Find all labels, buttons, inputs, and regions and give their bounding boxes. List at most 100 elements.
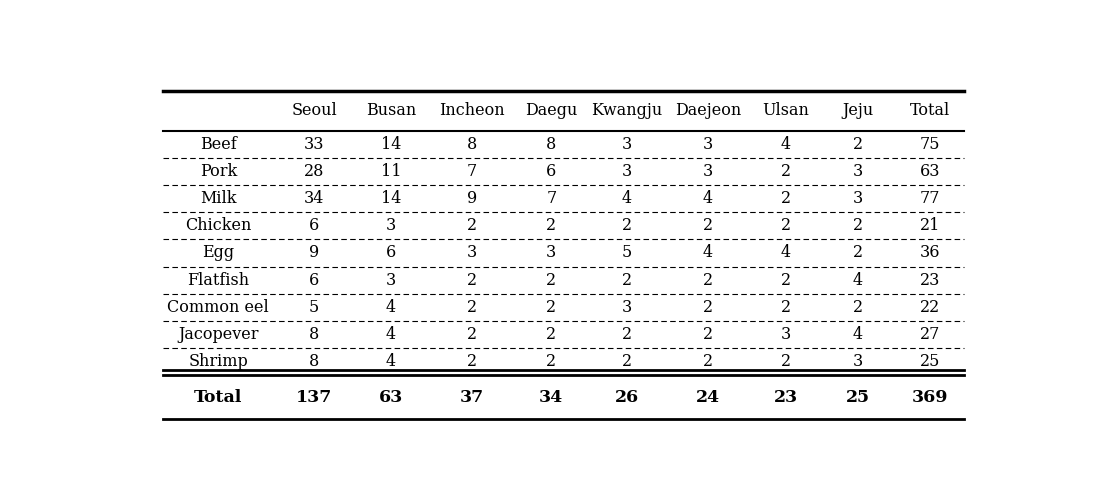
Text: 4: 4: [853, 326, 863, 343]
Text: 2: 2: [546, 218, 556, 235]
Text: Incheon: Incheon: [439, 102, 504, 119]
Text: 7: 7: [546, 190, 556, 207]
Text: 28: 28: [304, 163, 324, 180]
Text: 2: 2: [780, 299, 790, 316]
Text: Seoul: Seoul: [291, 102, 337, 119]
Text: 3: 3: [386, 218, 396, 235]
Text: 34: 34: [304, 190, 324, 207]
Text: 3: 3: [853, 190, 863, 207]
Text: 2: 2: [546, 353, 556, 370]
Text: 3: 3: [622, 299, 632, 316]
Text: 3: 3: [853, 163, 863, 180]
Text: 2: 2: [703, 353, 713, 370]
Text: 2: 2: [703, 299, 713, 316]
Text: 14: 14: [380, 136, 401, 153]
Text: Daejeon: Daejeon: [675, 102, 741, 119]
Text: 8: 8: [309, 326, 319, 343]
Text: 369: 369: [912, 389, 948, 406]
Text: 2: 2: [467, 271, 477, 288]
Text: 137: 137: [296, 389, 332, 406]
Text: 2: 2: [703, 218, 713, 235]
Text: 34: 34: [540, 389, 564, 406]
Text: 2: 2: [853, 136, 863, 153]
Text: 25: 25: [920, 353, 941, 370]
Text: 37: 37: [459, 389, 484, 406]
Text: 2: 2: [467, 218, 477, 235]
Text: 77: 77: [920, 190, 941, 207]
Text: Ulsan: Ulsan: [762, 102, 809, 119]
Text: 33: 33: [303, 136, 324, 153]
Text: 5: 5: [309, 299, 319, 316]
Text: 2: 2: [780, 190, 790, 207]
Text: 3: 3: [703, 136, 713, 153]
Text: 4: 4: [386, 299, 396, 316]
Text: 2: 2: [622, 353, 632, 370]
Text: 8: 8: [546, 136, 556, 153]
Text: Flatfish: Flatfish: [187, 271, 249, 288]
Text: 27: 27: [920, 326, 941, 343]
Text: Daegu: Daegu: [525, 102, 577, 119]
Text: 6: 6: [309, 218, 319, 235]
Text: Milk: Milk: [200, 190, 236, 207]
Text: 22: 22: [920, 299, 941, 316]
Text: 2: 2: [780, 163, 790, 180]
Text: 2: 2: [853, 299, 863, 316]
Text: 25: 25: [846, 389, 870, 406]
Text: Jacopever: Jacopever: [178, 326, 258, 343]
Text: Egg: Egg: [202, 245, 234, 261]
Text: 4: 4: [780, 136, 790, 153]
Text: 2: 2: [622, 271, 632, 288]
Text: 3: 3: [467, 245, 477, 261]
Text: 3: 3: [386, 271, 396, 288]
Text: 2: 2: [622, 218, 632, 235]
Text: 8: 8: [467, 136, 477, 153]
Text: 63: 63: [920, 163, 941, 180]
Text: 23: 23: [774, 389, 798, 406]
Text: 3: 3: [622, 163, 632, 180]
Text: 2: 2: [467, 353, 477, 370]
Text: 6: 6: [546, 163, 556, 180]
Text: 14: 14: [380, 190, 401, 207]
Text: 26: 26: [615, 389, 640, 406]
Text: 4: 4: [703, 190, 713, 207]
Text: 23: 23: [920, 271, 941, 288]
Text: 75: 75: [920, 136, 941, 153]
Text: 2: 2: [703, 271, 713, 288]
Text: Shrimp: Shrimp: [188, 353, 248, 370]
Text: 4: 4: [703, 245, 713, 261]
Text: Total: Total: [910, 102, 951, 119]
Text: Total: Total: [195, 389, 243, 406]
Text: 5: 5: [622, 245, 632, 261]
Text: 4: 4: [386, 326, 396, 343]
Text: Chicken: Chicken: [185, 218, 252, 235]
Text: 3: 3: [546, 245, 556, 261]
Text: 2: 2: [853, 245, 863, 261]
Text: Pork: Pork: [200, 163, 237, 180]
Text: 4: 4: [622, 190, 632, 207]
Text: 2: 2: [703, 326, 713, 343]
Text: 4: 4: [386, 353, 396, 370]
Text: 6: 6: [386, 245, 396, 261]
Text: Kwangju: Kwangju: [591, 102, 663, 119]
Text: 3: 3: [853, 353, 863, 370]
Text: 9: 9: [467, 190, 477, 207]
Text: 4: 4: [780, 245, 790, 261]
Text: 3: 3: [622, 136, 632, 153]
Text: 2: 2: [622, 326, 632, 343]
Text: 21: 21: [920, 218, 941, 235]
Text: Common eel: Common eel: [167, 299, 269, 316]
Text: 8: 8: [309, 353, 319, 370]
Text: 2: 2: [780, 218, 790, 235]
Text: 2: 2: [467, 326, 477, 343]
Text: 2: 2: [467, 299, 477, 316]
Text: 11: 11: [380, 163, 401, 180]
Text: Busan: Busan: [366, 102, 415, 119]
Text: 7: 7: [467, 163, 477, 180]
Text: 63: 63: [379, 389, 403, 406]
Text: 3: 3: [780, 326, 790, 343]
Text: 36: 36: [920, 245, 941, 261]
Text: 2: 2: [780, 271, 790, 288]
Text: 2: 2: [546, 271, 556, 288]
Text: 3: 3: [703, 163, 713, 180]
Text: 9: 9: [309, 245, 319, 261]
